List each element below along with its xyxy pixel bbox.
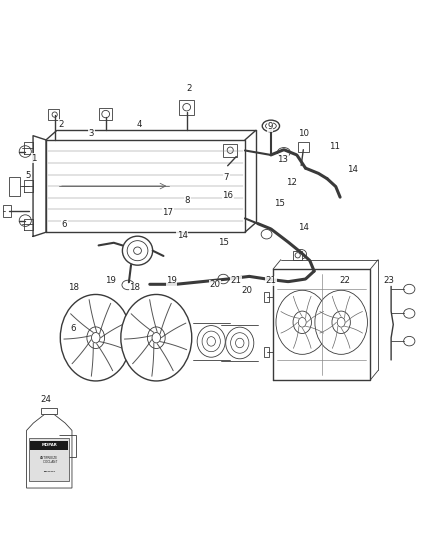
Text: 13: 13 <box>278 155 289 164</box>
Text: ANTIFREEZE
  COOLANT: ANTIFREEZE COOLANT <box>40 456 58 464</box>
Bar <box>264 347 269 358</box>
Ellipse shape <box>226 327 254 359</box>
Text: 21: 21 <box>231 276 242 285</box>
Bar <box>29 438 69 481</box>
Text: 15: 15 <box>218 238 229 247</box>
Text: 18: 18 <box>68 283 79 292</box>
Bar <box>179 100 194 115</box>
Ellipse shape <box>404 336 415 346</box>
Circle shape <box>60 294 131 381</box>
Circle shape <box>121 294 192 381</box>
Text: 16: 16 <box>222 191 233 200</box>
Polygon shape <box>27 414 72 488</box>
Circle shape <box>92 333 100 343</box>
Bar <box>9 176 20 196</box>
Circle shape <box>276 290 328 354</box>
Circle shape <box>152 333 161 343</box>
Text: ━━━━━━━━: ━━━━━━━━ <box>43 470 55 474</box>
Text: 11: 11 <box>329 142 340 151</box>
Bar <box>293 251 302 260</box>
Text: 18: 18 <box>129 283 140 292</box>
Ellipse shape <box>197 326 225 357</box>
Text: 22: 22 <box>339 276 350 285</box>
Text: 14: 14 <box>347 165 358 174</box>
Text: 14: 14 <box>177 231 188 240</box>
Text: 1: 1 <box>31 154 37 163</box>
Bar <box>298 142 308 152</box>
Text: 24: 24 <box>41 395 52 404</box>
Text: 19: 19 <box>105 276 116 285</box>
Ellipse shape <box>262 120 279 132</box>
Text: 3: 3 <box>88 128 94 138</box>
Text: 4: 4 <box>136 119 142 128</box>
Text: 7: 7 <box>224 173 229 182</box>
Text: 23: 23 <box>383 276 395 285</box>
Text: 5: 5 <box>25 171 31 180</box>
Text: 19: 19 <box>166 276 177 285</box>
Text: 21: 21 <box>265 276 276 285</box>
Bar <box>30 441 68 450</box>
Bar <box>99 108 112 120</box>
Bar <box>223 144 237 157</box>
Text: 6: 6 <box>71 324 76 333</box>
Text: 2: 2 <box>187 84 192 93</box>
Bar <box>3 205 11 217</box>
Text: 15: 15 <box>274 199 285 208</box>
Text: 9: 9 <box>267 122 273 131</box>
Text: 6: 6 <box>62 220 67 229</box>
Text: 20: 20 <box>209 280 220 289</box>
Ellipse shape <box>122 236 153 265</box>
Text: 2: 2 <box>58 119 64 128</box>
Ellipse shape <box>404 309 415 318</box>
Text: 17: 17 <box>162 208 173 217</box>
Text: 10: 10 <box>298 129 309 138</box>
Text: MOPAR: MOPAR <box>41 443 57 447</box>
Text: 12: 12 <box>286 177 297 187</box>
Bar <box>41 408 57 414</box>
Bar <box>264 292 269 302</box>
Bar <box>48 109 59 120</box>
Circle shape <box>315 290 367 354</box>
Ellipse shape <box>404 284 415 294</box>
Text: 14: 14 <box>298 223 309 232</box>
Text: 8: 8 <box>185 196 190 205</box>
Text: 20: 20 <box>242 286 253 295</box>
